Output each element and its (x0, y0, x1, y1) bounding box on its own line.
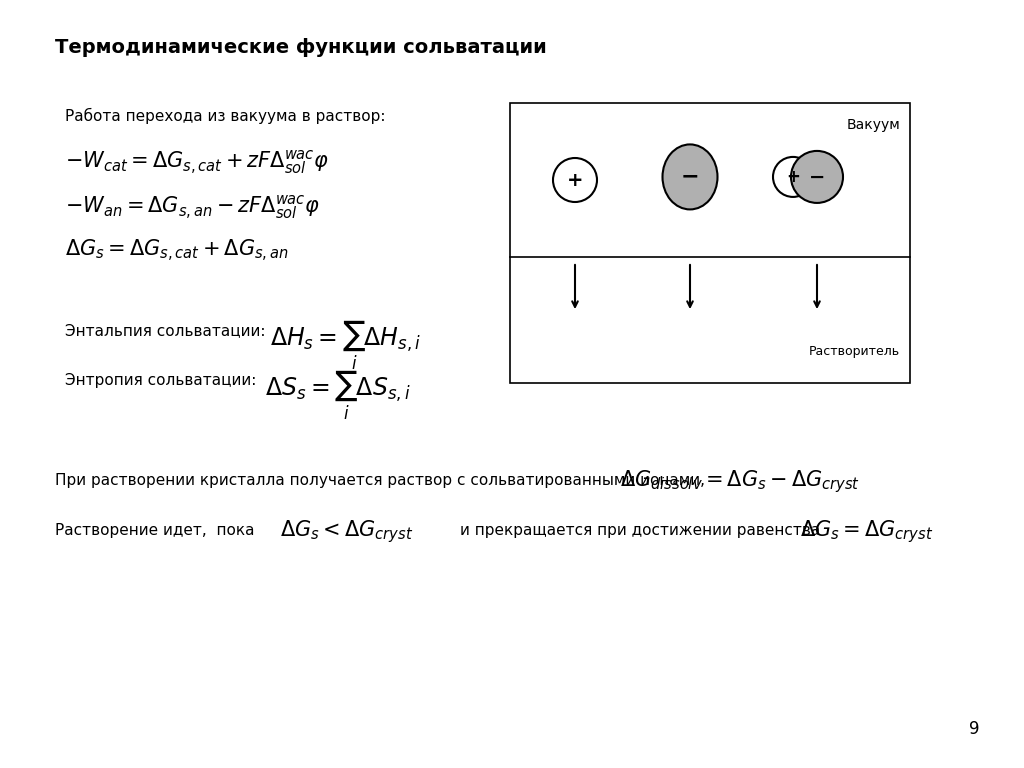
Text: $\Delta H_s = \sum_i \Delta H_{s,i}$: $\Delta H_s = \sum_i \Delta H_{s,i}$ (270, 318, 421, 372)
Text: $\Delta G_s = \Delta G_{s,cat} + \Delta G_{s,an}$: $\Delta G_s = \Delta G_{s,cat} + \Delta … (65, 238, 289, 264)
Text: и прекращается при достижении равенства: и прекращается при достижении равенства (460, 523, 820, 538)
Text: Вакуум: Вакуум (846, 118, 900, 132)
Circle shape (791, 151, 843, 203)
Text: −: − (681, 167, 699, 187)
Text: $-W_{cat} = \Delta G_{s,cat} + zF\Delta_{sol}^{wac}\varphi$: $-W_{cat} = \Delta G_{s,cat} + zF\Delta_… (65, 148, 329, 176)
Text: +: + (786, 168, 800, 186)
Text: Растворитель: Растворитель (809, 345, 900, 358)
Text: Энтальпия сольватации:: Энтальпия сольватации: (65, 323, 265, 338)
Ellipse shape (663, 144, 718, 210)
Text: Энтропия сольватации:: Энтропия сольватации: (65, 373, 256, 388)
Text: $\Delta G_s = \Delta G_{cryst}$: $\Delta G_s = \Delta G_{cryst}$ (800, 518, 933, 545)
Text: 9: 9 (970, 720, 980, 738)
Text: Работа перехода из вакуума в раствор:: Работа перехода из вакуума в раствор: (65, 108, 385, 124)
Text: Термодинамические функции сольватации: Термодинамические функции сольватации (55, 38, 547, 57)
Text: $\Delta G_s < \Delta G_{cryst}$: $\Delta G_s < \Delta G_{cryst}$ (280, 518, 414, 545)
Text: $\Delta S_s = \sum_i \Delta S_{s,i}$: $\Delta S_s = \sum_i \Delta S_{s,i}$ (265, 368, 411, 422)
Bar (510, 103, 910, 383)
Text: +: + (566, 170, 584, 190)
Text: $\Delta G_{dissolv} = \Delta G_s - \Delta G_{cryst}$: $\Delta G_{dissolv} = \Delta G_s - \Delt… (620, 468, 860, 495)
Text: −: − (809, 167, 825, 187)
Text: При растворении кристалла получается раствор с сольватированными ионами,: При растворении кристалла получается рас… (55, 473, 705, 488)
Text: $-W_{an} = \Delta G_{s,an} - zF\Delta_{sol}^{wac}\varphi$: $-W_{an} = \Delta G_{s,an} - zF\Delta_{s… (65, 193, 321, 221)
Text: Растворение идет,  пока: Растворение идет, пока (55, 523, 255, 538)
